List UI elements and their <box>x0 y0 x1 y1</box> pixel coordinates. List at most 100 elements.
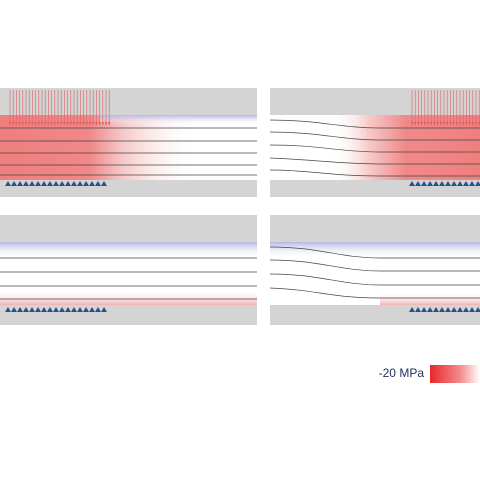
load-arrow-head <box>56 122 60 126</box>
compression-zone <box>380 292 480 305</box>
support <box>77 181 83 186</box>
support <box>463 307 469 312</box>
support <box>89 307 95 312</box>
load-arrow-head <box>433 122 436 126</box>
load-arrow-head <box>462 122 465 126</box>
load-arrow-head <box>442 122 446 126</box>
load-arrow-head <box>430 122 433 126</box>
support <box>457 307 463 312</box>
support <box>41 307 47 312</box>
load-arrow-head <box>24 122 28 126</box>
load-arrow-head <box>28 122 31 126</box>
support <box>77 307 83 312</box>
load-arrow-head <box>455 122 458 126</box>
load-arrow-head <box>108 122 111 126</box>
loads-and-supports <box>5 90 480 312</box>
load-arrow-head <box>92 122 95 126</box>
support <box>29 181 35 186</box>
load-arrow-head <box>34 122 37 126</box>
load-arrow-head <box>98 122 101 126</box>
load-arrow-head <box>436 122 439 126</box>
tension-zone <box>100 115 257 125</box>
load-arrow-head <box>31 122 34 126</box>
support <box>415 181 421 186</box>
load-arrow-head <box>40 122 44 126</box>
support <box>71 181 77 186</box>
load-arrow-head <box>95 122 98 126</box>
compression-zone <box>0 290 257 305</box>
load-arrow-head <box>410 122 414 126</box>
support <box>83 307 89 312</box>
load-arrow-head <box>439 122 442 126</box>
support <box>65 307 71 312</box>
support <box>17 307 23 312</box>
support <box>83 181 89 186</box>
support <box>469 307 475 312</box>
support <box>29 307 35 312</box>
load-arrow-head <box>88 122 92 126</box>
load-arrow-head <box>449 122 452 126</box>
load-arrow-head <box>474 122 478 126</box>
load-arrow-head <box>69 122 72 126</box>
panel-top-left <box>0 88 257 197</box>
support <box>71 307 77 312</box>
load-arrow-head <box>53 122 56 126</box>
load-arrow-head <box>21 122 24 126</box>
load-arrow-head <box>50 122 53 126</box>
colorbar-gradient <box>430 365 480 383</box>
colorbar: -20 MPa <box>379 365 480 383</box>
load-arrow-head <box>101 122 104 126</box>
support <box>17 181 23 186</box>
load-arrow-head <box>60 122 63 126</box>
support <box>47 181 53 186</box>
load-arrow-head <box>414 122 417 126</box>
support <box>445 307 451 312</box>
load-arrow-head <box>8 122 12 126</box>
support <box>95 307 101 312</box>
support <box>415 307 421 312</box>
support <box>59 307 65 312</box>
load-arrow-head <box>417 122 420 126</box>
load-arrow-head <box>47 122 50 126</box>
load-arrow-head <box>465 122 468 126</box>
support <box>439 181 445 186</box>
support <box>101 307 107 312</box>
compression-zone <box>330 115 480 180</box>
support <box>409 307 415 312</box>
load-arrow-head <box>85 122 88 126</box>
support <box>421 307 427 312</box>
support <box>53 181 59 186</box>
support <box>101 181 107 186</box>
support <box>65 181 71 186</box>
support <box>53 307 59 312</box>
load-arrow-head <box>458 122 462 126</box>
colorbar-label: -20 MPa <box>379 366 425 380</box>
load-arrow-head <box>104 122 108 126</box>
support <box>11 307 17 312</box>
load-arrow-head <box>423 122 426 126</box>
support <box>475 181 480 186</box>
load-arrow-head <box>82 122 85 126</box>
support <box>421 181 427 186</box>
support <box>35 307 41 312</box>
load-arrow-head <box>471 122 474 126</box>
load-arrow-head <box>66 122 69 126</box>
load-arrow-head <box>76 122 79 126</box>
load-arrow-head <box>426 122 430 126</box>
support <box>47 307 53 312</box>
load-arrow-head <box>72 122 76 126</box>
support <box>41 181 47 186</box>
tension-zone <box>270 242 480 258</box>
load-arrow-head <box>420 122 423 126</box>
load-arrow-head <box>44 122 47 126</box>
support <box>433 307 439 312</box>
support <box>95 181 101 186</box>
support <box>89 181 95 186</box>
support <box>427 181 433 186</box>
support <box>445 181 451 186</box>
support <box>5 181 11 186</box>
load-arrow-head <box>452 122 455 126</box>
support <box>451 307 457 312</box>
